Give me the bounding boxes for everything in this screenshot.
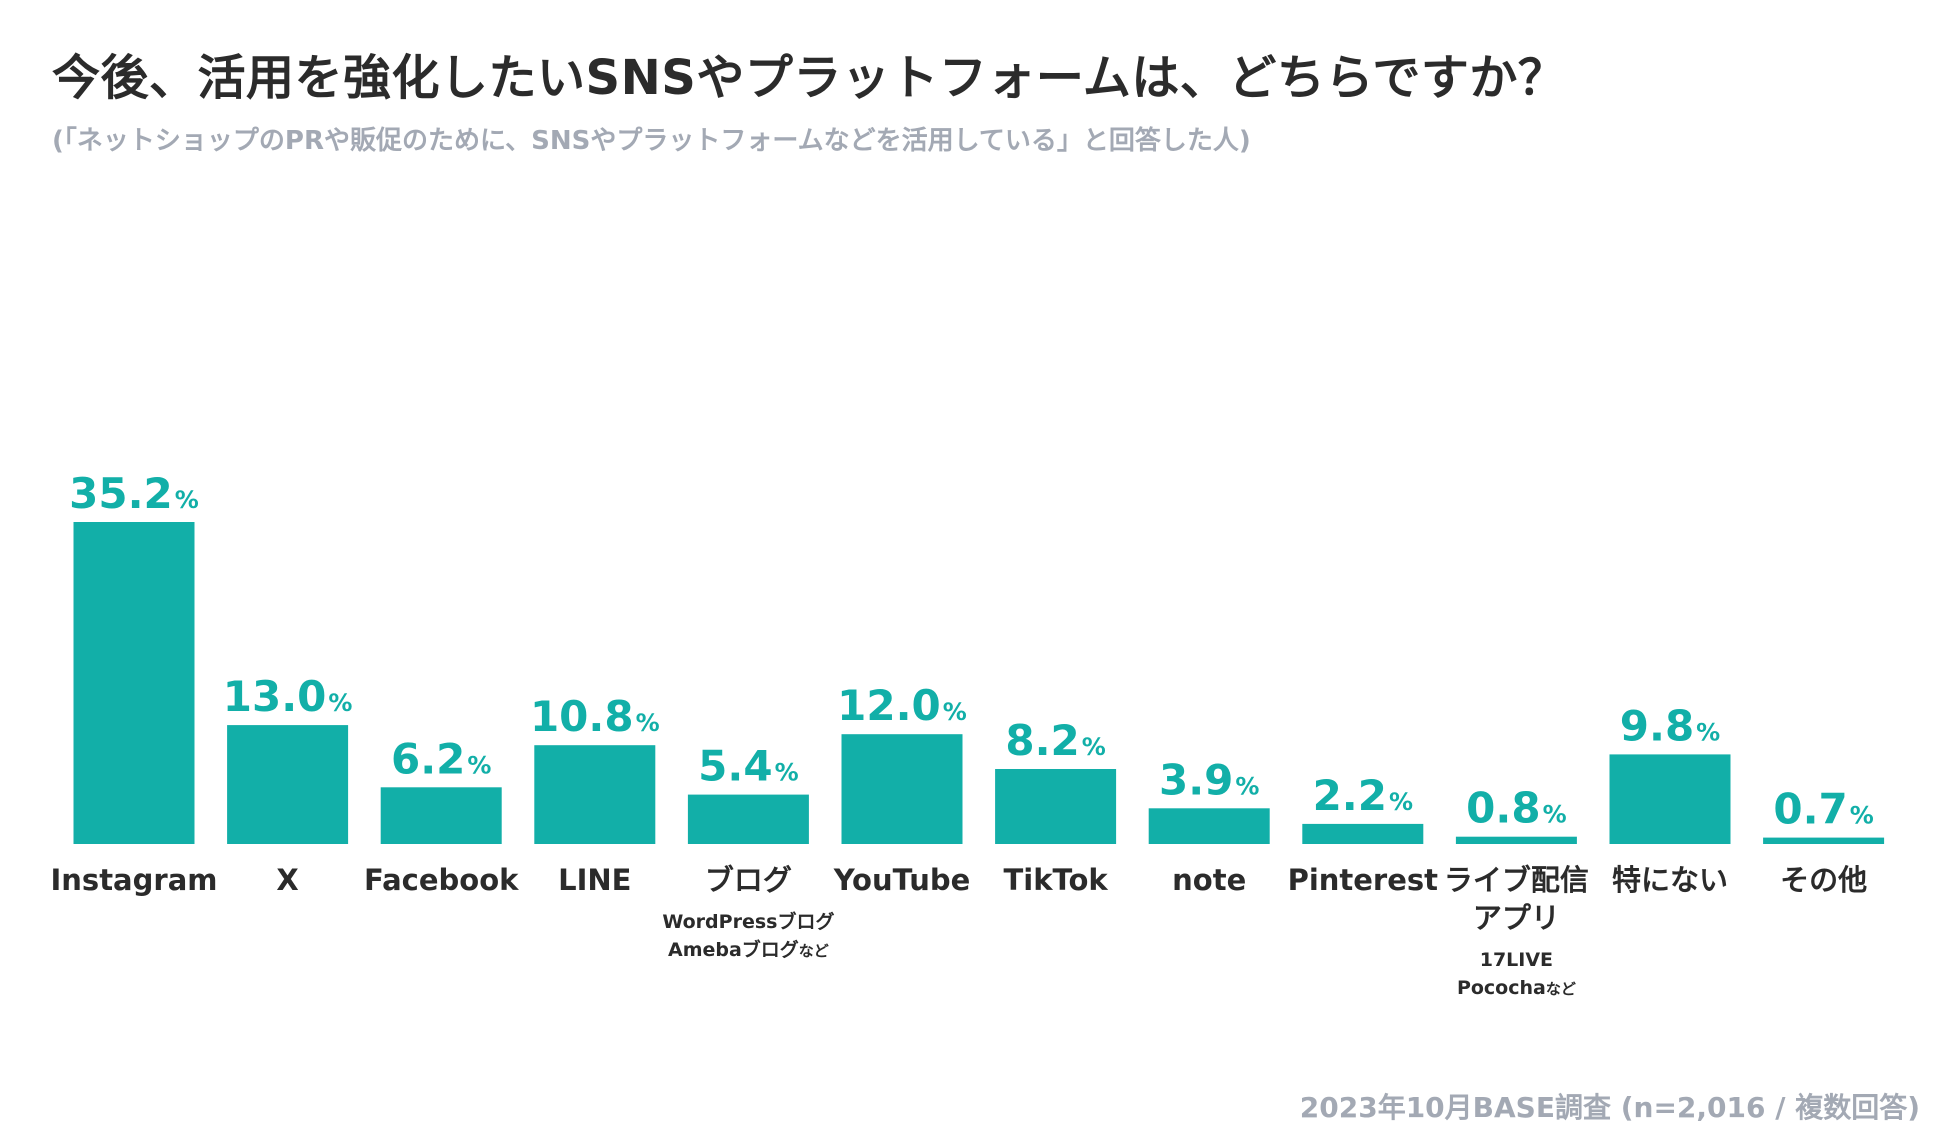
value-unit: % — [636, 709, 660, 737]
bar-cat-11 — [1609, 754, 1731, 844]
category-label-facebook: Facebook — [364, 863, 519, 897]
value-label-cat-11: 9.8% — [1620, 701, 1720, 750]
value-label-pinterest: 2.2% — [1313, 771, 1413, 820]
bar-note — [1148, 808, 1270, 844]
value-unit: % — [1389, 788, 1413, 816]
value-unit: % — [775, 759, 799, 787]
bar-group-facebook: 6.2% Facebook — [364, 734, 519, 897]
value-label-cat-5: 5.4% — [698, 742, 798, 791]
bar-group-cat-11: 9.8% 特にない — [1609, 701, 1731, 897]
category-label-instagram: Instagram — [51, 863, 218, 897]
bar-facebook — [380, 787, 502, 844]
value-number: 12.0 — [837, 681, 941, 730]
value-number: 5.4 — [698, 742, 772, 791]
bar-instagram — [73, 522, 195, 844]
category-label-youtube: YouTube — [833, 863, 971, 897]
value-label-line: 10.8% — [530, 692, 660, 741]
bar-tiktok — [995, 769, 1117, 844]
value-number: 2.2 — [1313, 771, 1387, 820]
value-unit: % — [467, 751, 491, 779]
category-label-cat-11: 特にない — [1612, 863, 1728, 897]
value-label-tiktok: 8.2% — [1005, 716, 1105, 765]
note-suffix: など — [1546, 980, 1576, 998]
value-unit: % — [328, 689, 352, 717]
value-label-cat-10: 0.8% — [1466, 784, 1566, 833]
value-unit: % — [943, 698, 967, 726]
chart-title: 今後、活用を強化したいSNSやプラットフォームは、どちらですか？ — [52, 50, 1567, 106]
note-text: WordPressブログ — [662, 910, 834, 933]
value-label-note: 3.9% — [1159, 755, 1259, 804]
value-label-youtube: 12.0% — [837, 681, 967, 730]
category-label-cat-10-2: アプリ — [1473, 901, 1560, 935]
value-unit: % — [1543, 801, 1567, 829]
category-label-line: LINE — [558, 863, 631, 897]
category-label-pinterest: Pinterest — [1288, 863, 1439, 897]
bar-cat-10 — [1455, 836, 1577, 844]
source-note: 2023年10月BASE調査 (n=2,016 / 複数回答) — [1299, 1091, 1920, 1124]
bar-group-instagram: 35.2% Instagram — [51, 469, 218, 897]
bar-group-line: 10.8% LINE — [530, 692, 660, 897]
bar-group-cat-12: 0.7% その他 — [1763, 785, 1885, 897]
category-note-cat-5-1: WordPressブログ — [662, 910, 834, 933]
value-unit: % — [1850, 802, 1874, 830]
chart-subtitle: (「ネットショップのPRや販促のために、SNSやプラットフォームなどを活用してい… — [52, 126, 1251, 156]
bar-youtube — [841, 734, 963, 844]
value-label-instagram: 35.2% — [69, 469, 199, 518]
category-label-cat-5: ブログ — [705, 863, 792, 897]
category-label-tiktok: TikTok — [1004, 863, 1109, 897]
category-label-cat-10: ライブ配信 — [1444, 863, 1589, 897]
value-number: 35.2 — [69, 469, 173, 518]
value-number: 9.8 — [1620, 701, 1694, 750]
category-note-cat-10-1: 17LIVE — [1480, 949, 1553, 971]
bar-line — [534, 745, 656, 844]
value-label-x: 13.0% — [223, 672, 353, 721]
bar-group-note: 3.9% note — [1148, 755, 1270, 897]
value-label-cat-12: 0.7% — [1773, 785, 1873, 834]
bar-pinterest — [1302, 823, 1424, 844]
value-unit: % — [175, 486, 199, 514]
bar-group-cat-5: 5.4% ブログ WordPressブログ Amebaブログなど — [662, 742, 834, 961]
category-label-note: note — [1172, 863, 1246, 897]
category-label-x: X — [276, 863, 298, 897]
note-suffix: など — [799, 942, 829, 960]
value-number: 0.8 — [1466, 784, 1540, 833]
category-note-cat-5-2: Amebaブログなど — [668, 938, 829, 961]
value-label-facebook: 6.2% — [391, 734, 491, 783]
value-number: 0.7 — [1773, 785, 1847, 834]
value-number: 10.8 — [530, 692, 634, 741]
value-number: 13.0 — [223, 672, 327, 721]
bar-x — [227, 725, 349, 844]
value-number: 6.2 — [391, 734, 465, 783]
bar-cat-12 — [1763, 837, 1885, 844]
note-text: Amebaブログ — [668, 938, 799, 961]
value-number: 8.2 — [1005, 716, 1079, 765]
value-unit: % — [1696, 718, 1720, 746]
value-unit: % — [1235, 772, 1259, 800]
value-number: 3.9 — [1159, 755, 1233, 804]
note-text: 17LIVE — [1480, 949, 1553, 971]
bar-group-youtube: 12.0% YouTube — [833, 681, 971, 897]
bar-group-x: 13.0% X — [223, 672, 353, 897]
bar-cat-5 — [687, 794, 809, 844]
bar-group-pinterest: 2.2% Pinterest — [1288, 771, 1439, 897]
category-label-cat-12: その他 — [1780, 863, 1867, 897]
note-text: Pococha — [1457, 977, 1546, 999]
bar-chart: 35.2% Instagram 13.0% X 6.2% Facebook 10.8% LIN… — [51, 469, 1885, 999]
category-note-cat-10-2: Pocochaなど — [1457, 977, 1576, 999]
bar-group-tiktok: 8.2% TikTok — [995, 716, 1117, 897]
value-unit: % — [1082, 733, 1106, 761]
